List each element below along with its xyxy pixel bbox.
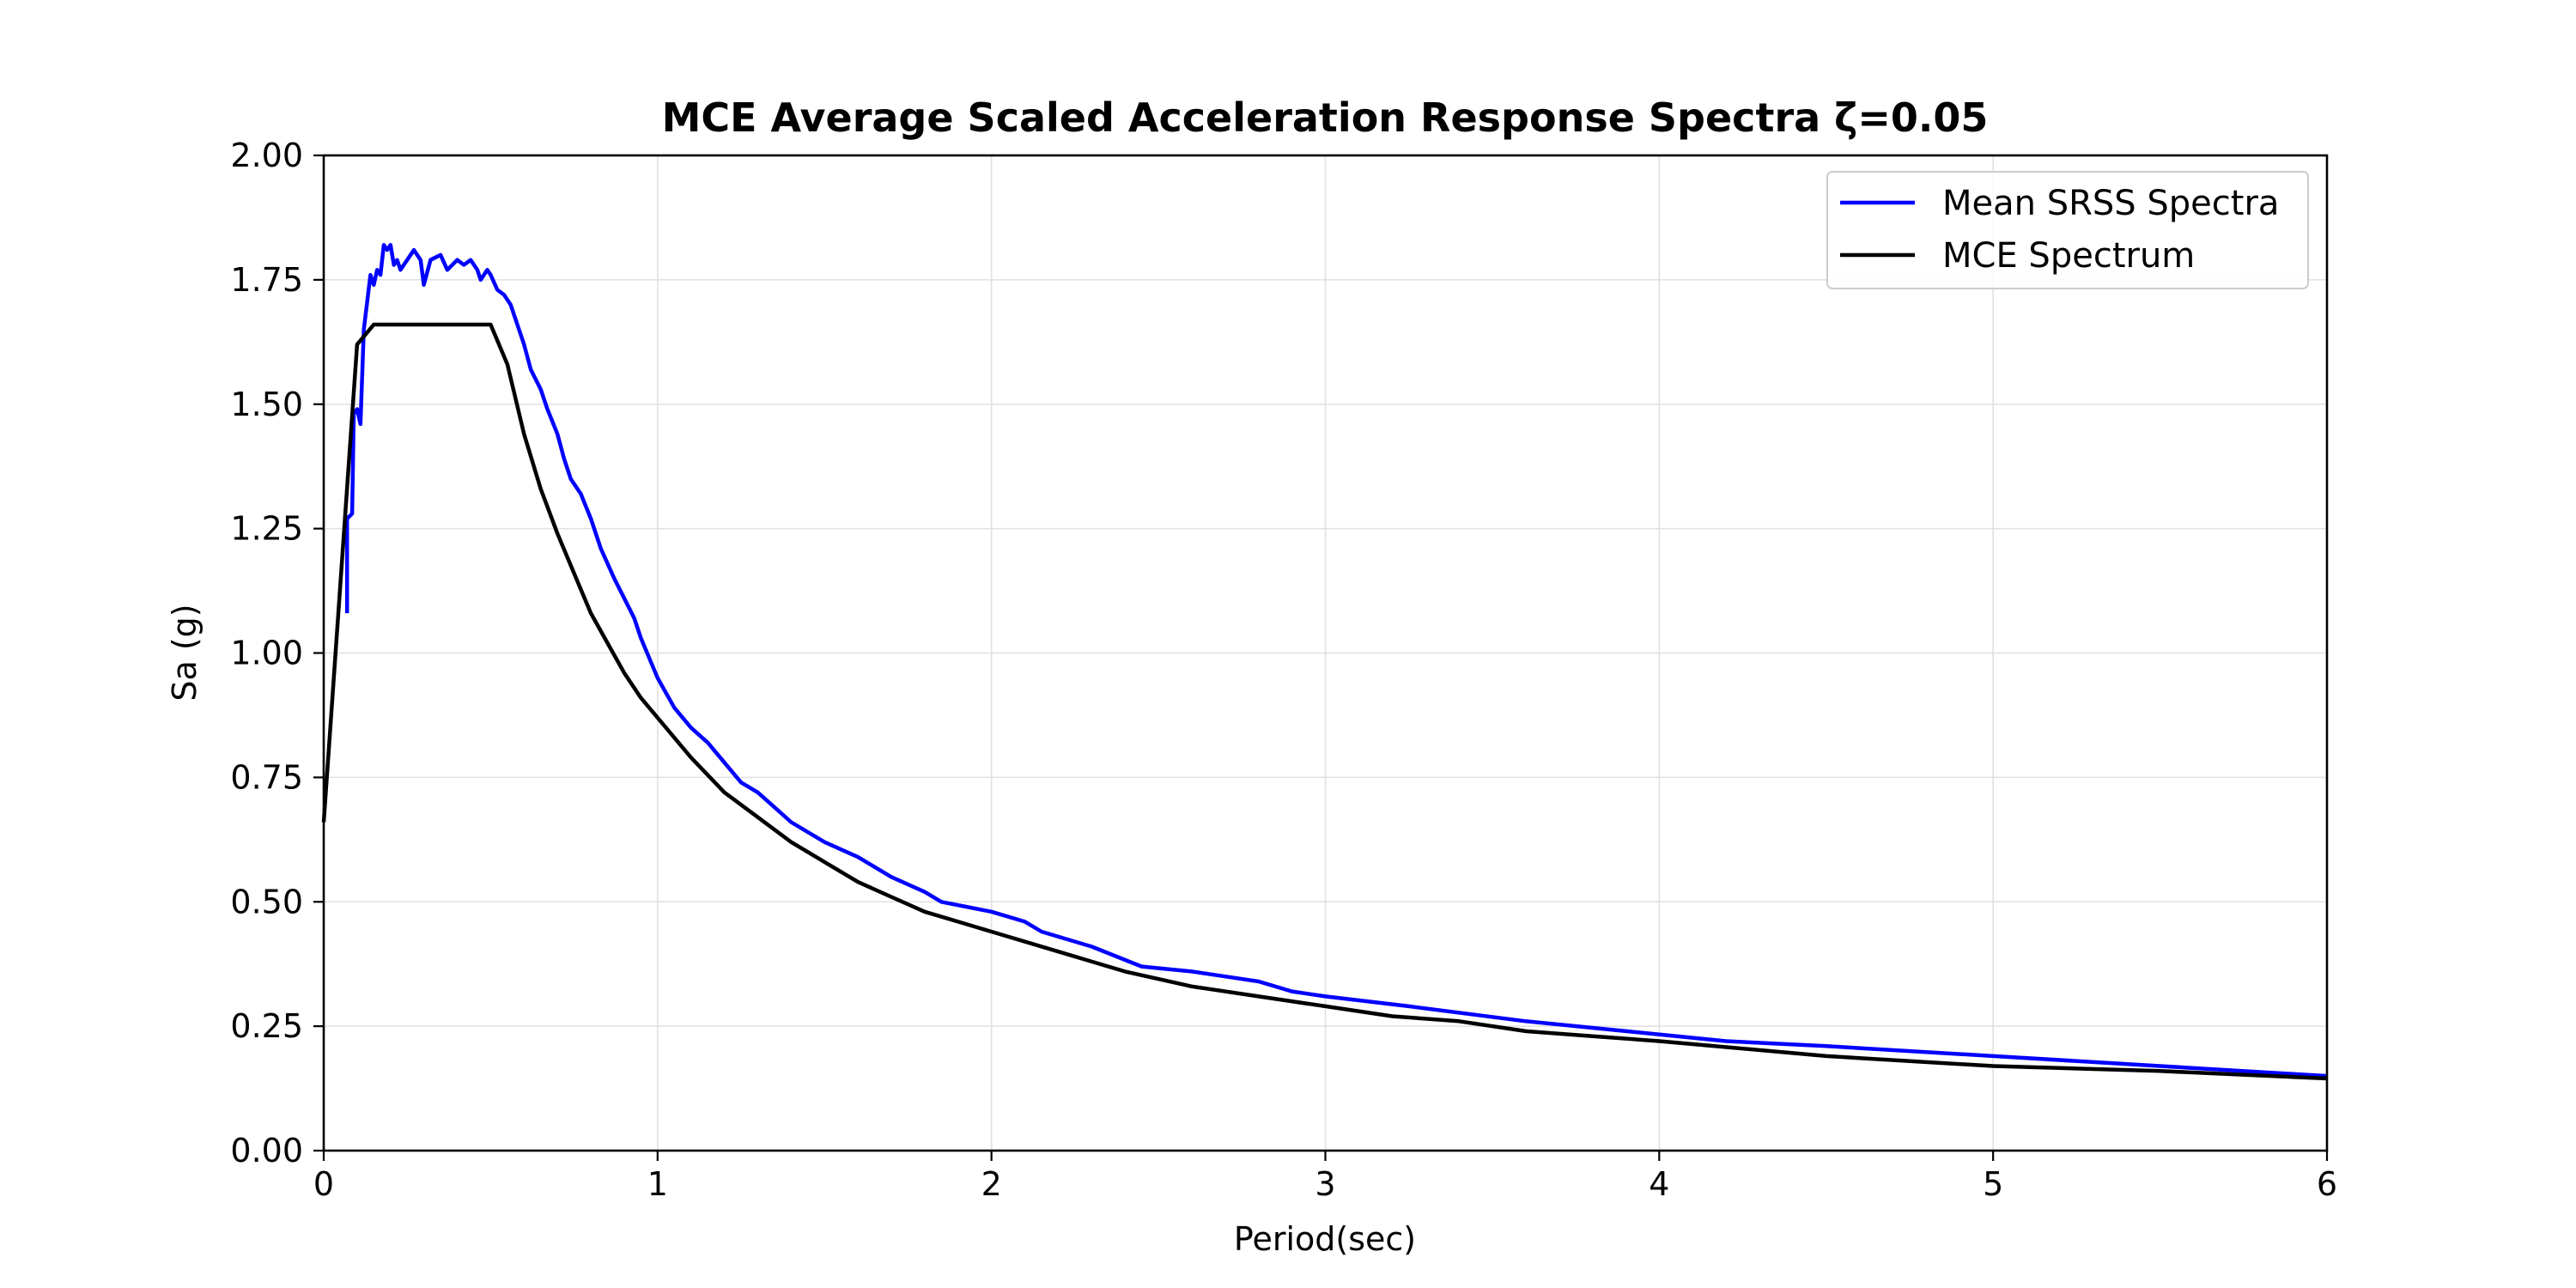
y-axis-label: Sa (g) (166, 604, 204, 701)
y-tick-label: 0.25 (230, 1007, 303, 1045)
axis-ticks: 0 1 2 3 4 5 6 0.00 0.25 0.50 0.75 1.00 1.25 1.50 1.75 2… (230, 137, 2337, 1203)
x-tick-label: 2 (981, 1165, 1002, 1203)
y-tick-label: 0.50 (230, 883, 303, 920)
y-tick-label: 0.75 (230, 758, 303, 796)
legend-box (1826, 171, 2309, 289)
y-tick-label: 1.75 (230, 261, 303, 299)
x-tick-label: 3 (1315, 1165, 1335, 1203)
y-tick-label: 2.00 (230, 137, 303, 174)
y-tick-label: 0.00 (230, 1132, 303, 1170)
x-tick-label: 4 (1649, 1165, 1669, 1203)
x-tick-label: 1 (647, 1165, 668, 1203)
grid-lines (324, 155, 2327, 1151)
x-axis-label: Period(sec) (1234, 1220, 1416, 1258)
series-line-mce (321, 322, 2328, 1081)
series-line-mean-srss (344, 243, 2328, 1078)
x-tick-label: 0 (313, 1165, 334, 1203)
legend: Mean SRSS Spectra MCE Spectrum (1826, 171, 2309, 289)
series-layer (321, 243, 2328, 1081)
y-tick-label: 1.00 (230, 635, 303, 672)
x-tick-label: 5 (1983, 1165, 2003, 1203)
legend-label-mce: MCE Spectrum (1942, 236, 2195, 276)
legend-label-mean-srss: Mean SRSS Spectra (1942, 184, 2279, 223)
y-tick-label: 1.50 (230, 386, 303, 423)
y-tick-label: 1.25 (230, 510, 303, 548)
x-tick-label: 6 (2317, 1165, 2337, 1203)
chart-title: MCE Average Scaled Acceleration Response… (662, 94, 1989, 141)
